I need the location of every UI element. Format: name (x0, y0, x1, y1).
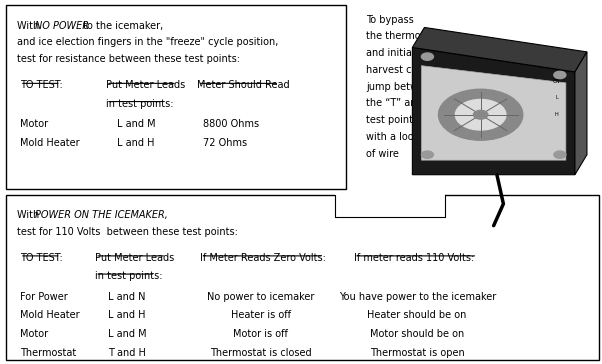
Text: POWER ON THE ICEMAKER,: POWER ON THE ICEMAKER, (35, 210, 168, 220)
Text: Thermostat is open: Thermostat is open (370, 348, 465, 358)
Text: Motor should be on: Motor should be on (370, 329, 464, 339)
Text: To bypass: To bypass (366, 15, 414, 24)
Text: With: With (17, 21, 42, 31)
Circle shape (473, 110, 488, 119)
Text: TO TEST:: TO TEST: (20, 253, 63, 263)
Text: Meter Should Read: Meter Should Read (197, 80, 290, 90)
Text: 8800 Ohms: 8800 Ohms (203, 119, 259, 129)
Text: to the icemaker,: to the icemaker, (80, 21, 163, 31)
Text: ON: ON (553, 79, 560, 84)
Text: NO POWER: NO POWER (35, 21, 89, 31)
Text: Put Meter Leads: Put Meter Leads (106, 80, 185, 90)
Text: Mold Heater: Mold Heater (20, 138, 79, 148)
Text: Put Meter Leads: Put Meter Leads (95, 253, 175, 263)
Text: L and N: L and N (108, 292, 146, 301)
Polygon shape (575, 52, 587, 175)
Text: Thermostat is closed: Thermostat is closed (210, 348, 311, 358)
Text: With: With (17, 210, 42, 220)
Text: harvest cycle,: harvest cycle, (366, 65, 435, 75)
Text: You have power to the icemaker: You have power to the icemaker (338, 292, 496, 301)
Text: and initiate a: and initiate a (366, 48, 431, 58)
Bar (335, 193, 445, 217)
Text: L: L (556, 95, 558, 100)
Circle shape (421, 151, 433, 158)
Bar (6, 195, 599, 360)
Text: Motor: Motor (20, 329, 48, 339)
Text: Motor is off: Motor is off (233, 329, 288, 339)
Text: L and M: L and M (117, 119, 155, 129)
Text: test points: test points (366, 115, 418, 125)
Circle shape (438, 89, 523, 140)
Circle shape (554, 71, 566, 79)
Circle shape (421, 53, 433, 60)
Text: L and M: L and M (108, 329, 147, 339)
Text: For Power: For Power (20, 292, 67, 301)
Text: Motor: Motor (20, 119, 48, 129)
Text: H: H (555, 112, 559, 117)
Bar (6, 5, 346, 189)
Text: and ice election fingers in the "freeze" cycle position,: and ice election fingers in the "freeze"… (17, 37, 278, 47)
Text: If meter reads 110 Volts:: If meter reads 110 Volts: (354, 253, 474, 263)
Text: test for 110 Volts  between these test points:: test for 110 Volts between these test po… (17, 227, 238, 237)
Text: with a loop: with a loop (366, 132, 420, 142)
Text: No power to icemaker: No power to icemaker (207, 292, 314, 301)
Text: Mold Heater: Mold Heater (20, 310, 79, 320)
Text: the thermostat: the thermostat (366, 31, 439, 41)
Text: Heater should be on: Heater should be on (367, 310, 467, 320)
Text: TO TEST:: TO TEST: (20, 80, 63, 90)
Text: Heater is off: Heater is off (231, 310, 291, 320)
Polygon shape (421, 66, 566, 160)
Text: of wire: of wire (366, 149, 399, 158)
Text: in test points:: in test points: (106, 99, 173, 108)
Text: jump between: jump between (366, 82, 436, 91)
Text: If Meter Reads Zero Volts:: If Meter Reads Zero Volts: (200, 253, 326, 263)
Text: L and H: L and H (108, 310, 146, 320)
Text: the “T” and “H”: the “T” and “H” (366, 98, 443, 108)
Circle shape (554, 151, 566, 158)
Text: T and H: T and H (108, 348, 146, 358)
Text: L and H: L and H (117, 138, 154, 148)
Text: Thermostat: Thermostat (20, 348, 76, 358)
Text: test for resistance between these test points:: test for resistance between these test p… (17, 54, 240, 64)
Polygon shape (412, 47, 575, 175)
Text: in test points:: in test points: (95, 271, 163, 281)
Circle shape (455, 99, 506, 130)
Polygon shape (412, 27, 587, 72)
Text: 72 Ohms: 72 Ohms (203, 138, 247, 148)
